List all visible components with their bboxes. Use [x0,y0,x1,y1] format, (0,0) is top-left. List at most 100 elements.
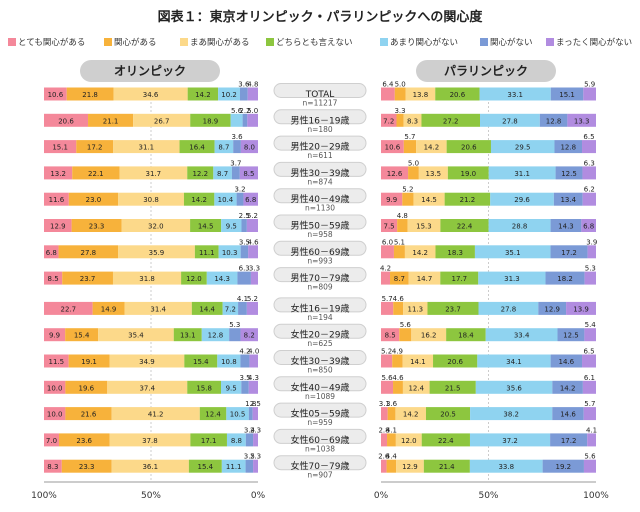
olympic-bar-segment [61,459,112,473]
olympic-bar-segment [190,219,222,232]
category-label: 女性16－19歳 [291,302,350,314]
sample-size-label: n=874 [307,177,333,186]
paralympic-value-label: 31.1 [514,170,530,178]
paralympic-value-label: 20.5 [440,411,456,419]
paralympic-value-label: 22.4 [438,437,454,445]
paralympic-bar-segment [421,433,470,447]
legend-swatch [104,38,112,46]
olympic-bar-segment [213,166,232,180]
paralympic-value-label: 7.2 [383,117,394,125]
paralympic-bar-segment [488,166,556,180]
paralympic-value-label: 14.3 [558,223,574,231]
olympic-value-label: 3.5 [239,374,250,382]
olympic-value-label: 14.2 [195,91,211,99]
legend-label: どちらとも言えない [276,38,353,48]
paralympic-value-label: 29.6 [514,196,530,204]
olympic-value-label: 35.9 [149,249,165,257]
olympic-bar-segment [237,271,251,285]
paralympic-bar-segment [488,219,551,232]
olympic-bar-segment [240,354,250,368]
category-label: 男性60－69歳 [291,246,350,258]
paralympic-bar-segment [582,192,596,206]
olympic-value-label: 19.1 [81,358,97,366]
olympic-value-label: 7.0 [46,437,57,445]
category-label: 女性70－79歳 [291,460,350,472]
olympic-bar-segment [191,301,223,315]
olympic-bar-segment [241,380,249,394]
olympic-value-label: 3.5 [244,453,255,461]
paralympic-value-label: 17.2 [561,249,577,257]
olympic-value-label: 23.7 [80,275,96,283]
category-label: 女性40－49歳 [291,381,350,393]
category-label-box [273,214,367,230]
olympic-bar-segment [179,140,215,154]
olympic-bar-segment [44,219,72,232]
legend-item: とても関心がある [8,36,85,48]
paralympic-bar-segment [403,113,422,127]
paralympic-value-label: 6.2 [584,186,595,194]
paralympic-value-label: 6.1 [584,374,595,382]
olympic-bar-segment [71,219,122,232]
paralympic-bar-segment [381,380,394,394]
category-label-box [273,428,367,444]
paralympic-value-label: 8.5 [385,332,396,340]
paralympic-value-label: 14.7 [417,275,433,283]
paralympic-bar-segment [552,407,584,421]
paralympic-bar-segment [545,271,585,285]
olympic-value-label: 21.6 [81,411,97,419]
olympic-value-label: 31.8 [139,275,155,283]
paralympic-bar-segment [550,354,583,368]
paralympic-value-label: 9.9 [386,196,397,204]
olympic-value-label: 14.5 [198,223,214,231]
olympic-value-label: 15.8 [196,384,212,392]
olympic-value-label: 34.6 [143,91,159,99]
paralympic-bar-segment [552,380,583,394]
paralympic-value-label: 19.2 [555,463,571,471]
paralympic-bar-segment [566,301,596,315]
paralympic-value-label: 33.8 [498,463,514,471]
paralympic-value-label: 13.3 [574,117,590,125]
paralympic-value-label: 38.2 [503,411,519,419]
paralympic-bar-segment [550,219,582,232]
olympic-bar-segment [66,87,114,101]
olympic-value-label: 10.5 [230,411,246,419]
paralympic-bar-segment [425,407,471,421]
olympic-bar-segment [194,245,219,259]
olympic-bar-segment [111,407,200,421]
olympic-bar-segment [44,140,77,154]
paralympic-bar-segment [381,407,388,421]
olympic-bar-segment [183,192,215,206]
legend-item: まったく関心がない [546,36,632,48]
paralympic-bar-segment [396,113,404,127]
paralympic-bar-segment [392,354,403,368]
paralympic-value-label: 4.1 [386,426,397,434]
paralympic-bar-segment [485,328,558,342]
paralympic-bar-segment [490,192,554,206]
paralympic-bar-segment [411,328,447,342]
olympic-bar-segment [221,459,246,473]
paralympic-value-label: 12.5 [561,170,577,178]
paralympic-value-label: 14.2 [560,384,576,392]
olympic-bar-segment [230,113,243,127]
paralympic-value-label: 23.7 [445,305,461,313]
olympic-value-label: 10.0 [47,384,63,392]
olympic-bar-segment [240,328,258,342]
olympic-value-label: 23.3 [79,463,95,471]
paralympic-value-label: 18.4 [458,332,474,340]
paralympic-bar-segment [394,87,406,101]
olympic-bar-segment [226,407,249,421]
olympic-value-label: 12.8 [208,332,224,340]
olympic-value-label: 15.1 [52,144,68,152]
olympic-value-label: 12.9 [50,223,66,231]
olympic-value-label: 35.4 [128,332,144,340]
olympic-bar-segment [214,140,234,154]
olympic-bar-segment [181,271,207,285]
olympic-value-label: 12.0 [186,275,202,283]
legend: とても関心がある 関心がある まあ関心がある どちらとも言えない あまり関心がな… [8,36,638,50]
category-label: 男性40－49歳 [291,193,350,205]
paralympic-bar-segment [381,219,398,232]
category-label-box [273,161,367,177]
paralympic-bar-segment [381,113,397,127]
paralympic-value-label: 14.5 [421,196,437,204]
